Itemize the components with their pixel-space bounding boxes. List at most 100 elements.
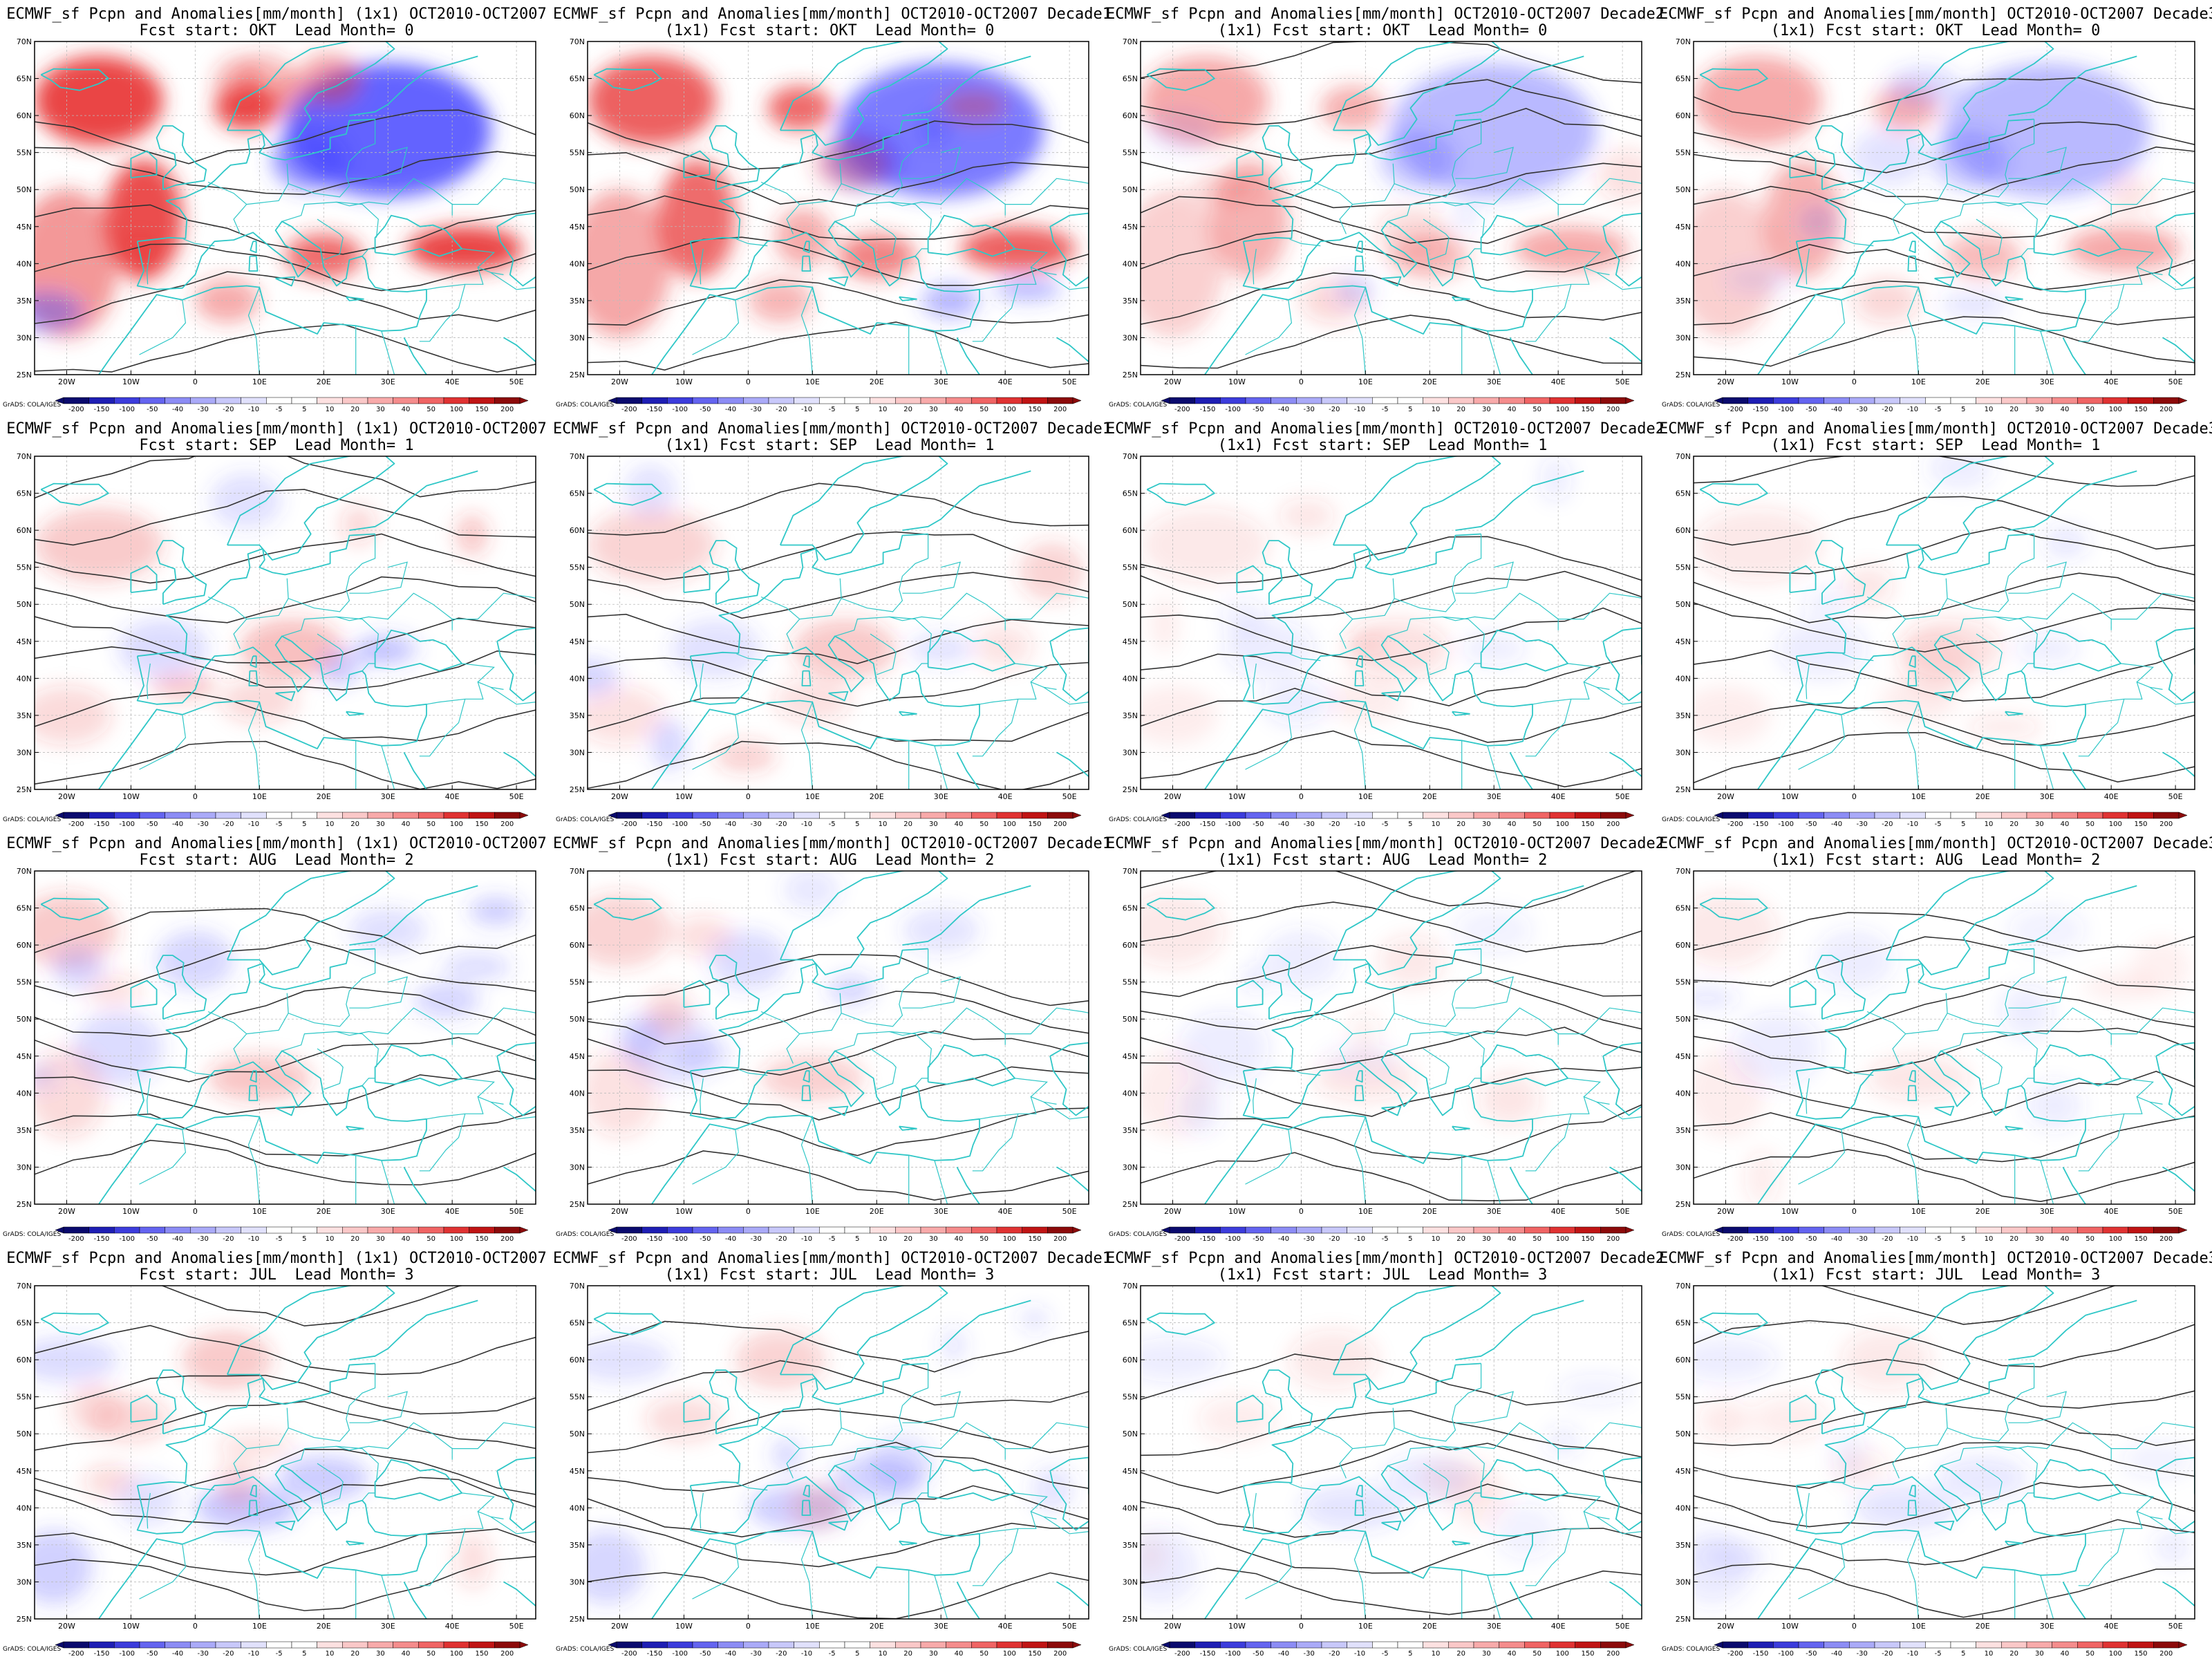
- positive-anomaly-area: [35, 507, 163, 583]
- country-border: [1015, 1078, 1048, 1098]
- map-panel: ECMWF_sf Pcpn and Anomalies[mm/month] OC…: [1659, 830, 2212, 1244]
- colorbar-swatch: [946, 1226, 972, 1234]
- positive-anomaly-area: [973, 623, 1033, 669]
- colorbar-swatch: [2001, 1641, 2027, 1649]
- positive-anomaly-area: [236, 52, 295, 111]
- colorbar-swatch: [241, 1641, 267, 1649]
- lon-tick-label: 20W: [611, 792, 628, 801]
- country-border: [1842, 1483, 1874, 1491]
- colorbar-swatch: [1874, 397, 1900, 404]
- lon-tick-label: 40E: [998, 792, 1013, 801]
- negative-anomaly-area: [1850, 129, 1928, 185]
- coastline: [1452, 711, 1470, 716]
- country-border: [1596, 1101, 1642, 1120]
- negative-anomaly-area: [1928, 456, 1993, 489]
- coastline: [1056, 751, 1089, 778]
- colorbar-tick-label: 10: [1985, 821, 1994, 828]
- colorbar-swatch: [1321, 1641, 1347, 1649]
- colorbar-swatch: [692, 397, 718, 404]
- climatology-contour: [588, 321, 1089, 371]
- coastline: [683, 1394, 711, 1423]
- colorbar-tick-label: 40: [955, 406, 964, 413]
- climatology-contour: [35, 1556, 536, 1611]
- climatology-contour: [588, 1360, 1089, 1411]
- colorbar-tick-label: 20: [2009, 1650, 2018, 1658]
- colorbar-tick-label: -100: [1225, 1650, 1241, 1658]
- coastline: [136, 635, 366, 705]
- lon-tick-label: 30E: [934, 1622, 948, 1631]
- lat-tick-label: 45N: [570, 223, 585, 232]
- colorbar-swatch: [190, 1226, 216, 1234]
- colorbar-tick-label: 100: [450, 1650, 463, 1658]
- coastline: [346, 1125, 364, 1131]
- coastline: [1796, 533, 2034, 657]
- colorbar-swatch: [443, 1641, 469, 1649]
- country-border: [1906, 702, 1919, 789]
- country-border: [2111, 1007, 2195, 1035]
- colorbar-tick-label: 100: [1556, 821, 1569, 828]
- coastline: [226, 456, 395, 561]
- colorbar-tick-label: 30: [1482, 1235, 1491, 1243]
- lon-tick-label: 30E: [2040, 1207, 2054, 1216]
- colorbar-swatch: [1849, 1226, 1875, 1234]
- lon-tick-label: 20W: [611, 1207, 628, 1216]
- coastline: [1909, 1485, 1916, 1498]
- coastline: [779, 871, 948, 975]
- country-border: [147, 248, 151, 285]
- country-border: [1596, 272, 1642, 290]
- colorbar-tick-label: -30: [1856, 1235, 1867, 1243]
- colorbar-tick-label: 150: [1028, 406, 1041, 413]
- colorbar-swatch: [139, 812, 165, 819]
- country-border: [2121, 663, 2154, 683]
- coastline: [1934, 1105, 1955, 1116]
- climatology-contour: [1141, 1104, 1642, 1161]
- colorbar-swatch: [2128, 1641, 2154, 1649]
- coastline: [902, 885, 1031, 946]
- colorbar-tick-label: 5: [302, 1650, 306, 1658]
- coastline: [956, 1166, 980, 1204]
- country-border: [1487, 1575, 1501, 1619]
- colorbar-swatch: [819, 1641, 845, 1649]
- colorbar-swatch: [692, 1226, 718, 1234]
- colorbar-tick-label: -100: [1225, 821, 1241, 828]
- panel-title-line2: (1x1) Fcst start: SEP Lead Month= 1: [664, 437, 995, 454]
- coastline: [2005, 296, 2023, 301]
- country-border: [1525, 1114, 1572, 1172]
- lat-tick-label: 35N: [570, 1126, 585, 1135]
- country-border: [700, 1492, 704, 1529]
- coastline: [130, 150, 158, 178]
- climatology-contour: [1141, 229, 1642, 281]
- coastline: [1049, 212, 1089, 287]
- panel-title-line2: Fcst start: OKT Lead Month= 0: [139, 22, 414, 39]
- negative-anomaly-area: [2154, 1530, 2191, 1565]
- colorbar-swatch: [794, 1226, 820, 1234]
- colorbar-tick-label: -10: [1354, 821, 1365, 828]
- colorbar-swatch: [393, 397, 419, 404]
- colorbar-swatch: [1047, 812, 1074, 819]
- colorbar-swatch: [342, 1226, 368, 1234]
- coastline: [1356, 1070, 1363, 1083]
- coastline: [1354, 255, 1365, 272]
- coastline: [1381, 1520, 1402, 1531]
- lon-tick-label: 40E: [1551, 792, 1566, 801]
- lon-tick-label: 30E: [934, 1207, 948, 1216]
- colorbar: -200 -150 -100 -50 -40 -30 -20 -10 -5 5 10 20 30 40 50…: [608, 397, 1082, 413]
- coastline: [374, 1044, 462, 1087]
- lon-tick-label: 30E: [2040, 792, 2054, 801]
- lat-tick-label: 65N: [1123, 1319, 1138, 1328]
- lat-tick-label: 35N: [570, 711, 585, 720]
- colorbar-swatch: [1245, 1226, 1271, 1234]
- colorbar-swatch: [2077, 397, 2103, 404]
- coastline: [1757, 259, 2086, 375]
- negative-anomaly-area: [771, 1438, 802, 1472]
- colorbar-swatch: [114, 1226, 140, 1234]
- coastline: [2162, 751, 2195, 778]
- climatology-contour: [35, 147, 536, 195]
- lat-tick-label: 50N: [1123, 600, 1138, 609]
- negative-anomaly-area: [210, 473, 281, 529]
- colorbar-tick-label: 150: [1581, 821, 1594, 828]
- lat-tick-label: 30N: [17, 1163, 32, 1172]
- coastline: [1909, 1070, 1916, 1083]
- colorbar-tick-label: 40: [1508, 821, 1517, 828]
- colorbar-tick-label: -200: [621, 1650, 637, 1658]
